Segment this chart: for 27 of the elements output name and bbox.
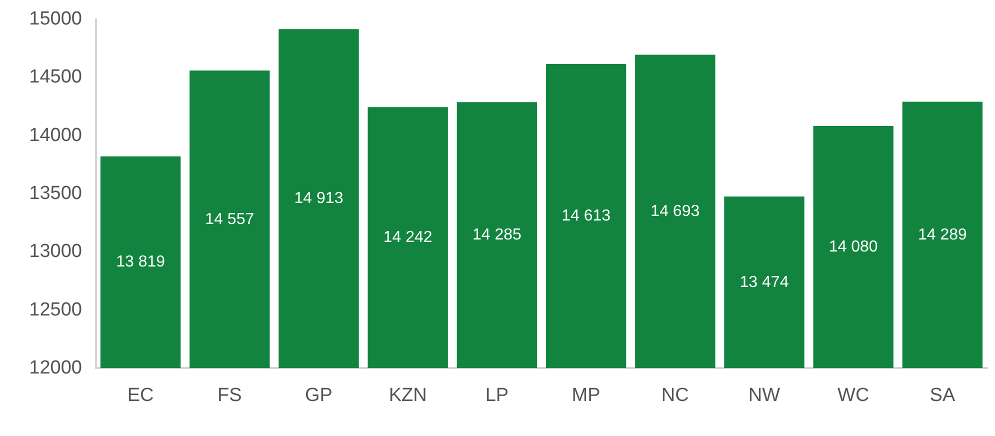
data-label: 13 474	[740, 274, 789, 291]
data-label: 14 285	[472, 226, 522, 244]
y-tick-label: 13500	[29, 183, 82, 204]
x-tick-label: FS	[218, 385, 242, 406]
x-tick-label: EC	[127, 385, 154, 406]
y-tick-label: 14500	[29, 66, 82, 88]
y-tick-label: 15000	[29, 8, 82, 30]
data-label: 14 557	[205, 210, 254, 228]
x-tick-label: WC	[838, 385, 870, 406]
data-label: 14 289	[918, 226, 968, 244]
data-label: 14 693	[650, 202, 700, 220]
data-label: 13 819	[116, 254, 166, 271]
y-tick-label: 13000	[29, 241, 82, 262]
y-tick-label: 14000	[29, 124, 82, 146]
data-label: 14 242	[383, 229, 432, 246]
data-label: 14 613	[562, 208, 611, 225]
x-tick-label: SA	[930, 385, 956, 406]
x-tick-label: LP	[485, 385, 509, 406]
x-tick-label: NC	[661, 385, 689, 406]
x-tick-label: MP	[572, 385, 600, 406]
data-label: 14 913	[294, 190, 344, 208]
x-tick-label: KZN	[388, 385, 427, 406]
data-label: 14 080	[828, 238, 878, 256]
y-tick-label: 12000	[29, 358, 82, 378]
x-tick-label: NW	[748, 385, 780, 406]
y-tick-label: 12500	[29, 299, 82, 320]
x-tick-label: GP	[305, 385, 332, 406]
